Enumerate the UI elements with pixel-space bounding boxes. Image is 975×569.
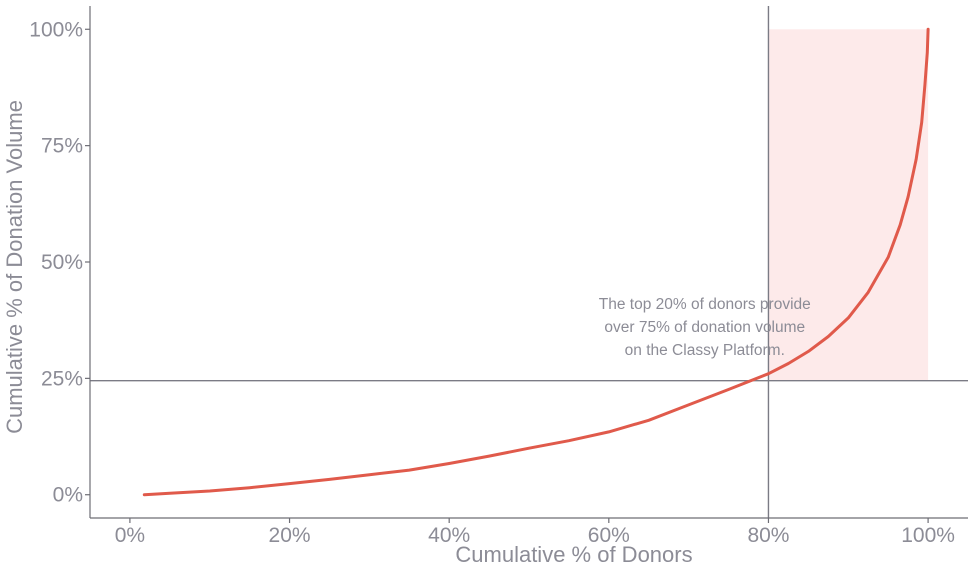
y-tick-label: 75% [41,135,83,158]
x-tick-label: 40% [428,524,470,547]
x-axis-title: Cumulative % of Donors [455,542,692,567]
cumulative-curve [142,27,930,497]
annotation-text: The top 20% of donors provide over 75% of… [599,296,811,359]
y-tick-label: 100% [29,18,83,41]
y-axis-ticks: 0% 25% 50% 75% 100% [29,18,90,507]
highlight-region [768,29,929,381]
x-tick-label: 60% [588,524,630,547]
x-tick-label: 100% [901,524,955,547]
x-axis-ticks: 0% 20% 40% 60% 80% 100% [115,518,955,547]
annotation-line: The top 20% of donors provide [599,296,811,313]
x-tick-label: 80% [747,524,789,547]
y-tick-label: 0% [53,484,83,507]
x-tick-label: 20% [269,524,311,547]
x-tick-label: 0% [115,524,145,547]
annotation-line: on the Classy Platform. [625,342,785,359]
reference-lines [90,6,968,518]
y-axis-title: Cumulative % of Donation Volume [2,100,27,434]
annotation-line: over 75% of donation volume [604,319,805,336]
y-tick-label: 50% [41,251,83,274]
y-tick-label: 25% [41,367,83,390]
